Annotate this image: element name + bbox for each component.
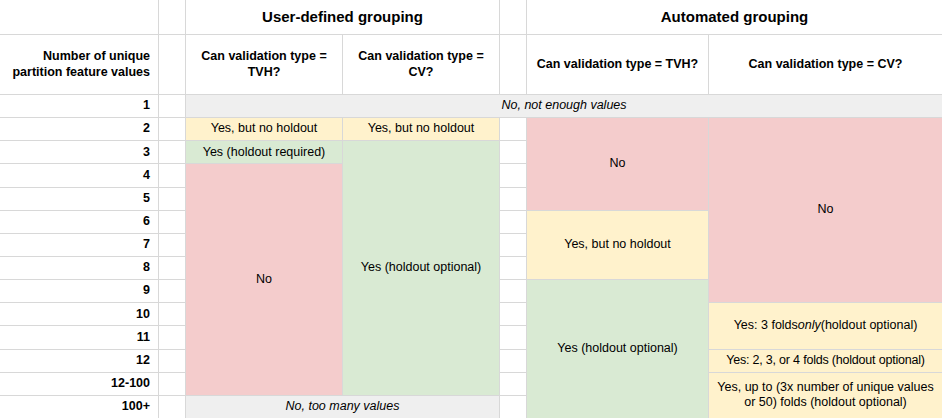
spacer-cell[interactable] — [500, 234, 526, 256]
spacer-cell[interactable] — [500, 35, 526, 94]
spacer-cell[interactable] — [500, 350, 526, 372]
spacer-cell[interactable] — [159, 373, 185, 395]
cell-auto-cv-3folds[interactable]: Yes: 3 folds only (holdout optional) — [709, 303, 942, 348]
spacer-cell[interactable] — [500, 326, 526, 348]
cell-text: (holdout optional) — [821, 318, 918, 334]
spacer-cell[interactable] — [159, 257, 185, 279]
row-label[interactable]: 5 — [0, 188, 158, 210]
cell-auto-tvh-partial[interactable]: Yes, but no holdout — [527, 211, 708, 279]
spacer-cell[interactable] — [159, 164, 185, 186]
row-label[interactable]: 3 — [0, 141, 158, 163]
spacer-cell[interactable] — [159, 234, 185, 256]
cell-user-tvh-3[interactable]: Yes (holdout required) — [186, 141, 342, 163]
row-label[interactable]: 9 — [0, 280, 158, 302]
col-header-auto-cv[interactable]: Can validation type = CV? — [709, 35, 942, 94]
row-label[interactable]: 4 — [0, 164, 158, 186]
cell-too-many-values[interactable]: No, too many values — [186, 396, 499, 418]
spacer-cell[interactable] — [159, 326, 185, 348]
section-title-automated[interactable]: Automated grouping — [527, 0, 942, 34]
spacer-cell[interactable] — [159, 188, 185, 210]
cell-user-cv-2[interactable]: Yes, but no holdout — [343, 118, 499, 140]
spacer-cell[interactable] — [159, 35, 185, 94]
spacer-cell[interactable] — [500, 0, 526, 34]
validation-grouping-table: User-defined grouping Automated grouping… — [0, 0, 942, 418]
row-label[interactable]: 1 — [0, 95, 158, 117]
spacer-cell[interactable] — [159, 118, 185, 140]
cell-auto-tvh-no[interactable]: No — [527, 118, 708, 210]
cell-auto-tvh-yes[interactable]: Yes (holdout optional) — [527, 280, 708, 418]
col-header-auto-tvh[interactable]: Can validation type = TVH? — [527, 35, 708, 94]
spacer-cell[interactable] — [500, 141, 526, 163]
col-header-user-tvh[interactable]: Can validation type = TVH? — [186, 35, 342, 94]
spacer-cell[interactable] — [500, 118, 526, 140]
row-label[interactable]: 12 — [0, 350, 158, 372]
spacer-cell[interactable] — [500, 211, 526, 233]
row-label[interactable]: 100+ — [0, 396, 158, 418]
spacer-cell[interactable] — [159, 303, 185, 325]
cell-text: Yes, up to (3x number of unique values o… — [717, 380, 935, 411]
cell-user-cv-yes[interactable]: Yes (holdout optional) — [343, 141, 499, 395]
row-label[interactable]: 7 — [0, 234, 158, 256]
cell-auto-cv-234folds[interactable]: Yes: 2, 3, or 4 folds (holdout optional) — [709, 350, 942, 372]
cell-auto-cv-no[interactable]: No — [709, 118, 942, 302]
row-axis-header[interactable]: Number of unique partition feature value… — [0, 35, 158, 94]
spacer-cell[interactable] — [159, 141, 185, 163]
spacer-cell[interactable] — [159, 396, 185, 418]
cell-user-tvh-no[interactable]: No — [186, 164, 342, 394]
spacer-cell[interactable] — [159, 350, 185, 372]
cell-text-italic: only — [798, 318, 821, 334]
cell-user-tvh-2[interactable]: Yes, but no holdout — [186, 118, 342, 140]
section-title-user-defined[interactable]: User-defined grouping — [186, 0, 499, 34]
empty-cell[interactable] — [0, 0, 158, 34]
spacer-cell[interactable] — [159, 211, 185, 233]
row-label[interactable]: 6 — [0, 211, 158, 233]
row-label[interactable]: 8 — [0, 257, 158, 279]
row-label[interactable]: 10 — [0, 303, 158, 325]
spacer-cell[interactable] — [500, 188, 526, 210]
row-label[interactable]: 2 — [0, 118, 158, 140]
spacer-cell[interactable] — [500, 303, 526, 325]
spacer-cell[interactable] — [500, 164, 526, 186]
spacer-cell[interactable] — [500, 396, 526, 418]
row-label[interactable]: 11 — [0, 326, 158, 348]
cell-auto-cv-upto[interactable]: Yes, up to (3x number of unique values o… — [709, 373, 942, 418]
col-header-user-cv[interactable]: Can validation type = CV? — [343, 35, 499, 94]
spacer-cell[interactable] — [159, 0, 185, 34]
cell-text: Yes: 3 folds — [734, 318, 798, 334]
cell-not-enough-values[interactable]: No, not enough values — [186, 95, 942, 117]
row-label[interactable]: 12-100 — [0, 373, 158, 395]
spacer-cell[interactable] — [500, 373, 526, 395]
spacer-cell[interactable] — [500, 280, 526, 302]
spacer-cell[interactable] — [159, 280, 185, 302]
spacer-cell[interactable] — [500, 257, 526, 279]
spacer-cell[interactable] — [159, 95, 185, 117]
